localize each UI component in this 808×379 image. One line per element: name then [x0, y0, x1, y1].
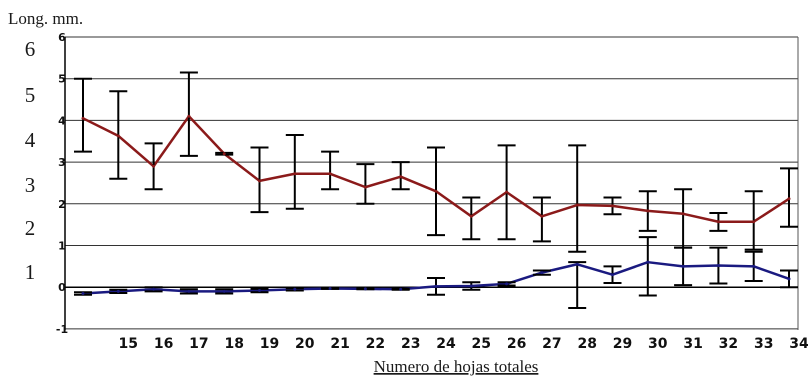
data-point [434, 284, 438, 288]
y-tick-labels-inner: 6 5 4 3 2 1 0 -1 [56, 31, 68, 336]
y-tick-labels-outer: 6 5 4 3 2 1 [25, 37, 36, 284]
data-point [646, 209, 650, 213]
data-point [222, 152, 226, 156]
y-tick-label-outer: 6 [25, 37, 36, 61]
data-point [116, 289, 120, 293]
x-tick-label: 29 [613, 336, 632, 352]
data-point [152, 287, 156, 291]
data-point [681, 264, 685, 268]
data-point [328, 286, 332, 290]
data-point [293, 172, 297, 176]
data-point [469, 214, 473, 218]
data-point [258, 179, 261, 183]
data-series [74, 71, 798, 253]
x-tick-label: 34 [789, 336, 808, 352]
data-point [716, 264, 720, 268]
x-tick-label: 31 [683, 336, 702, 352]
y-axis-label: Long. mm. [8, 9, 83, 28]
data-point [328, 172, 332, 176]
data-point [505, 282, 509, 286]
y-tick-label-outer: 5 [25, 83, 36, 107]
x-tick-label: 25 [472, 336, 491, 352]
data-point [434, 189, 438, 193]
x-tick-label: 22 [366, 336, 385, 352]
x-tick-label: 24 [436, 336, 456, 352]
data-point [258, 289, 261, 293]
x-tick-label: 21 [330, 336, 349, 352]
y-tick-label-outer: 4 [25, 128, 36, 152]
data-point [646, 260, 650, 264]
data-point [81, 116, 85, 120]
series-layer [74, 71, 798, 310]
data-point [399, 175, 403, 179]
data-point [363, 287, 367, 291]
y-tick-label-outer: 1 [25, 260, 36, 284]
x-tick-label: 28 [577, 336, 596, 352]
data-point [681, 212, 685, 216]
y-tick-label-inner: 2 [58, 198, 66, 211]
x-tick-label: 32 [719, 336, 738, 352]
data-point [293, 287, 297, 291]
y-tick-label-inner: 1 [58, 240, 66, 253]
x-axis-label: Numero de hojas totales [374, 357, 539, 376]
data-point [187, 114, 191, 118]
x-tick-label: 15 [119, 336, 138, 352]
data-point [540, 271, 544, 275]
x-tick-label: 33 [754, 336, 773, 352]
data-point [222, 289, 226, 293]
x-tick-label: 16 [154, 336, 173, 352]
data-series [74, 236, 798, 310]
y-tick-label-inner: 0 [58, 281, 66, 294]
y-tick-label-inner: -1 [56, 323, 68, 336]
data-point [575, 262, 579, 266]
data-point [363, 185, 367, 189]
data-point [611, 204, 614, 208]
data-point [752, 220, 756, 224]
data-point [505, 190, 509, 194]
y-tick-label-inner: 5 [58, 73, 66, 86]
x-tick-label: 17 [189, 336, 208, 352]
data-point [81, 291, 85, 295]
x-tick-label: 30 [648, 336, 668, 352]
data-point [469, 284, 473, 288]
data-point [716, 220, 720, 224]
y-tick-label-inner: 4 [58, 114, 66, 127]
x-tick-label: 23 [401, 336, 420, 352]
data-point [116, 134, 120, 138]
data-point [187, 289, 191, 293]
data-point [152, 164, 156, 168]
x-tick-label: 26 [507, 336, 526, 352]
data-point [540, 214, 544, 218]
data-point [399, 287, 403, 291]
y-tick-label-inner: 6 [58, 31, 66, 44]
data-point [787, 277, 791, 281]
data-point [787, 197, 791, 201]
data-point [611, 273, 614, 277]
data-point [752, 264, 756, 268]
x-tick-label: 20 [295, 336, 315, 352]
y-tick-label-inner: 3 [58, 156, 66, 169]
data-point [575, 203, 579, 207]
y-tick-label-outer: 2 [25, 216, 36, 240]
x-tick-labels: 15 16 17 18 19 20 21 22 23 24 25 26 27 28 29 30 31 32 33 34… [119, 336, 808, 352]
x-tick-label: 19 [260, 336, 279, 352]
x-tick-label: 18 [224, 336, 243, 352]
x-tick-label: 27 [542, 336, 561, 352]
y-tick-label-outer: 3 [25, 173, 36, 197]
